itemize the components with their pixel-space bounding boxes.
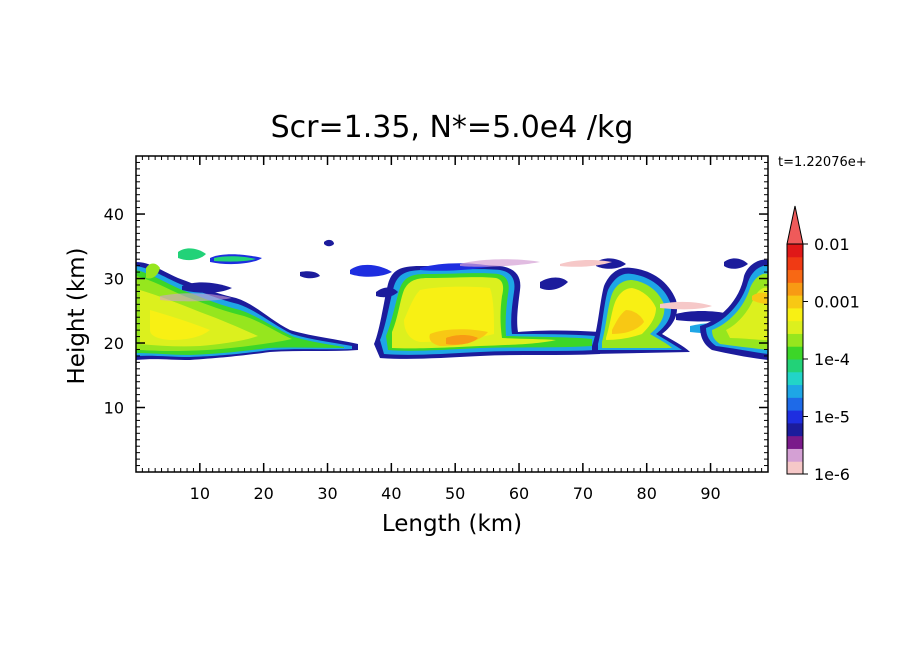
colorbar-label: 1e-6 [814, 465, 850, 484]
time-label: t=1.22076e+ [778, 155, 867, 170]
x-tick-label: 20 [253, 484, 273, 503]
x-tick-label: 50 [445, 484, 465, 503]
colorbar-swatch [787, 282, 803, 296]
colorbar-swatch [787, 320, 803, 334]
colorbar-swatch [787, 269, 803, 283]
colorbar-labels: 0.01 0.001 1e-4 1e-5 1e-6 [814, 235, 860, 484]
x-tick-label: 70 [573, 484, 593, 503]
colorbar-swatch [787, 435, 803, 449]
colorbar-swatch [787, 461, 803, 475]
x-tick-label: 80 [637, 484, 657, 503]
chart-title: Scr=1.35, N*=5.0e4 /kg [271, 110, 634, 145]
colorbar-swatch [787, 384, 803, 398]
colorbar-extend-triangle [786, 205, 804, 245]
colorbar-label: 0.001 [814, 293, 860, 312]
colorbar-swatch [787, 295, 803, 309]
y-tick-label: 20 [104, 334, 124, 353]
x-tick-label: 90 [700, 484, 720, 503]
colorbar-swatch [787, 333, 803, 347]
y-axis-label: Height (km) [64, 247, 90, 384]
colorbar-swatch [787, 448, 803, 462]
colorbar-label: 1e-5 [814, 408, 850, 427]
colorbar-swatch [787, 371, 803, 386]
colorbar-swatch [787, 410, 803, 424]
colorbar-label: 1e-4 [814, 350, 850, 369]
colorbar-swatches [787, 244, 803, 475]
colorbar-swatch [787, 244, 803, 258]
x-tick-label: 60 [509, 484, 529, 503]
x-tick-label: 10 [190, 484, 210, 503]
cloud-field [136, 156, 768, 472]
plot-frame [135, 155, 769, 473]
colorbar: 0.01 0.001 1e-4 1e-5 1e-6 [786, 205, 860, 484]
colorbar-label: 0.01 [814, 235, 850, 254]
y-tick-label: 40 [104, 205, 124, 224]
colorbar-swatch [787, 359, 803, 373]
minor-ticks [135, 155, 769, 473]
x-axis-label: Length (km) [382, 511, 522, 537]
colorbar-swatch [787, 307, 803, 322]
colorbar-ticks [803, 243, 808, 475]
y-tick-labels: 10 20 30 40 [104, 205, 124, 417]
major-ticks [136, 156, 768, 472]
colorbar-swatch [787, 397, 803, 411]
colorbar-swatch [787, 256, 803, 271]
x-tick-labels: 10 20 30 40 50 60 70 80 90 [190, 484, 721, 503]
x-tick-label: 30 [317, 484, 337, 503]
y-tick-label: 10 [104, 399, 124, 418]
y-tick-label: 30 [104, 270, 124, 289]
colorbar-swatch [787, 346, 803, 360]
colorbar-swatch [787, 422, 803, 437]
x-tick-label: 40 [381, 484, 401, 503]
